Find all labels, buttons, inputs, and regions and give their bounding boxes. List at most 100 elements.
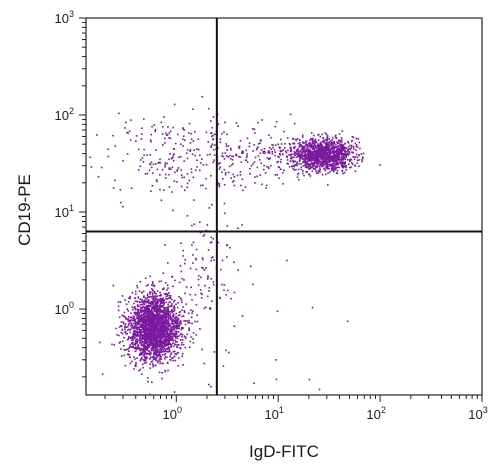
- data-point: [333, 146, 336, 148]
- data-point: [160, 319, 163, 321]
- data-point: [288, 166, 291, 168]
- data-point: [280, 138, 282, 141]
- data-point: [345, 150, 348, 153]
- data-point: [165, 341, 167, 343]
- data-point: [172, 307, 175, 309]
- data-point: [167, 315, 170, 317]
- data-point: [177, 317, 179, 320]
- data-point: [173, 306, 176, 309]
- data-point: [141, 321, 144, 323]
- data-point: [180, 169, 182, 171]
- data-point: [151, 284, 153, 286]
- data-point: [117, 305, 120, 307]
- data-point: [153, 285, 156, 288]
- data-point: [148, 350, 151, 353]
- data-point: [322, 157, 324, 159]
- data-point: [225, 349, 227, 352]
- data-point: [141, 301, 144, 303]
- data-point: [212, 138, 214, 141]
- data-point: [136, 357, 138, 359]
- data-point: [134, 358, 136, 360]
- data-point: [192, 338, 194, 340]
- data-point: [125, 317, 127, 320]
- data-point: [328, 145, 330, 147]
- data-point: [161, 133, 164, 135]
- data-point: [148, 330, 150, 333]
- data-point: [153, 308, 155, 310]
- data-point: [153, 353, 156, 355]
- data-point: [169, 295, 172, 297]
- data-point: [161, 377, 163, 380]
- data-point: [158, 310, 160, 312]
- data-point: [252, 150, 254, 152]
- data-point: [154, 334, 156, 336]
- data-point: [300, 149, 302, 152]
- data-point: [141, 127, 143, 129]
- data-point: [305, 160, 307, 162]
- data-point: [156, 301, 158, 304]
- data-point: [166, 330, 168, 332]
- data-point: [162, 340, 164, 342]
- data-point: [142, 314, 145, 316]
- data-point: [150, 327, 153, 330]
- data-point: [150, 342, 153, 345]
- data-point: [347, 149, 350, 151]
- data-point: [175, 142, 177, 145]
- data-point: [144, 277, 147, 279]
- data-point: [321, 145, 323, 148]
- data-point: [155, 329, 158, 332]
- data-point: [159, 318, 162, 321]
- data-point: [130, 337, 132, 340]
- data-point: [337, 149, 340, 151]
- data-point: [156, 290, 159, 292]
- data-point: [328, 146, 330, 148]
- data-point: [298, 153, 301, 156]
- data-point: [259, 140, 262, 142]
- data-point: [155, 341, 158, 343]
- data-point: [158, 342, 161, 344]
- data-point: [219, 138, 222, 140]
- data-point: [239, 156, 242, 158]
- data-point: [168, 323, 171, 325]
- data-point: [335, 137, 338, 139]
- data-point: [320, 165, 323, 168]
- data-point: [307, 160, 309, 162]
- data-point: [358, 141, 361, 144]
- data-point: [160, 309, 162, 312]
- data-point: [237, 227, 239, 230]
- data-point: [318, 156, 321, 158]
- data-point: [155, 328, 157, 331]
- data-point: [179, 155, 182, 158]
- data-point: [143, 334, 146, 337]
- data-point: [270, 148, 273, 151]
- data-point: [310, 153, 312, 156]
- data-point: [145, 338, 148, 341]
- data-point: [134, 320, 136, 323]
- data-point: [329, 140, 332, 142]
- data-point: [260, 162, 262, 165]
- data-point: [218, 162, 220, 165]
- data-point: [280, 150, 283, 152]
- data-point: [324, 169, 327, 172]
- data-point: [175, 337, 177, 339]
- data-point: [179, 323, 181, 326]
- data-point: [343, 157, 345, 160]
- data-point: [127, 353, 130, 356]
- data-point: [156, 295, 158, 297]
- data-point: [158, 335, 160, 338]
- data-point: [306, 151, 309, 154]
- data-point: [141, 363, 144, 366]
- data-point: [353, 148, 355, 150]
- data-point: [177, 167, 180, 169]
- data-point: [130, 319, 132, 321]
- data-point: [308, 151, 311, 153]
- data-point: [164, 282, 167, 284]
- data-point: [172, 156, 174, 158]
- data-point: [223, 131, 225, 133]
- data-point: [210, 236, 213, 239]
- data-point: [173, 355, 176, 358]
- data-point: [351, 163, 354, 166]
- data-point: [138, 335, 141, 337]
- data-point: [183, 320, 185, 322]
- data-point: [186, 157, 189, 160]
